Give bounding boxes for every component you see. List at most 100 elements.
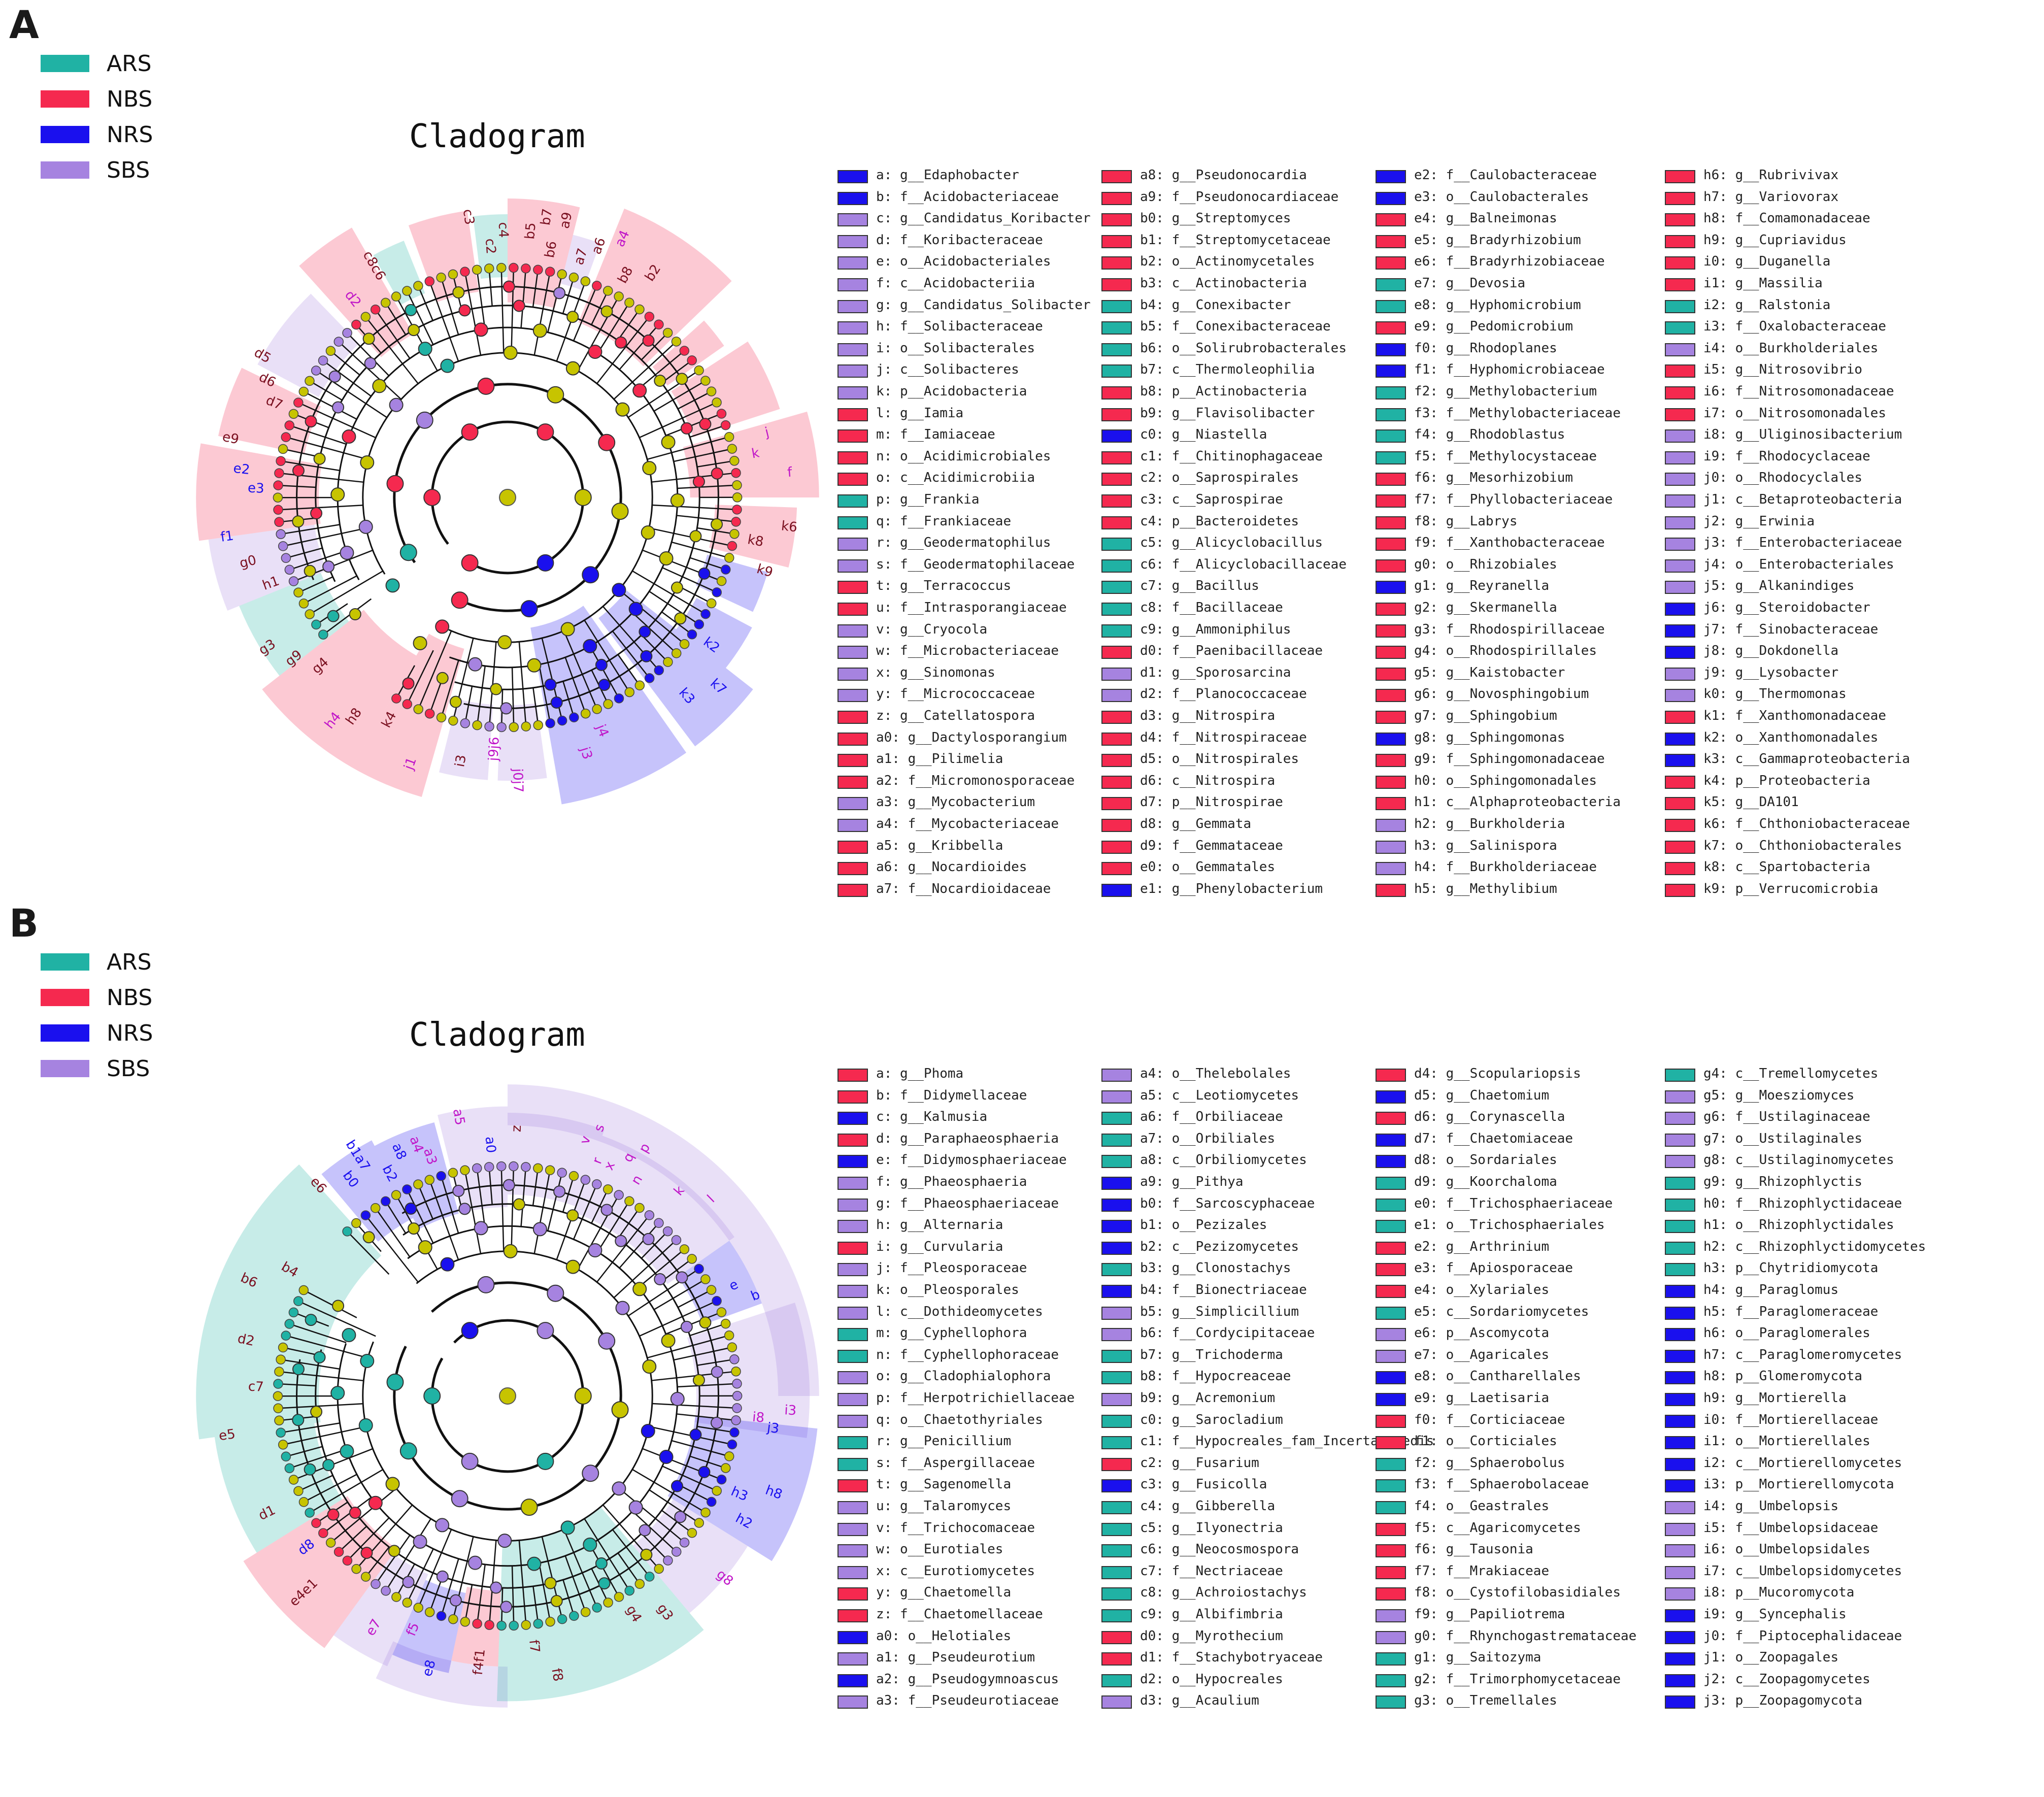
taxon-label: r: g__Geodermatophilus (876, 535, 1051, 550)
internal-node (386, 579, 399, 592)
taxon-color-swatch (1376, 1631, 1406, 1644)
taxon-color-swatch (1101, 1501, 1132, 1514)
internal-node (583, 1538, 596, 1551)
leaf-node (305, 1508, 314, 1517)
leaf-node (275, 1367, 284, 1376)
internal-node (675, 1511, 686, 1522)
taxon-label: f3: f__Methylobacteriaceae (1414, 406, 1621, 421)
leaf-node (352, 1219, 361, 1228)
leaf-node (727, 1440, 736, 1449)
taxon-color-swatch (1101, 1090, 1132, 1104)
taxon-label: g1: g__Reyranella (1414, 578, 1549, 593)
taxon-label: b: f__Acidobacteriaceae (876, 189, 1059, 205)
taxon-color-swatch (1101, 1523, 1132, 1536)
internal-node (314, 453, 325, 464)
taxon-label: h6: o__Paraglomerales (1703, 1325, 1870, 1341)
taxon-label: g5: g__Kaistobacter (1414, 665, 1565, 680)
leaf-node (694, 1518, 703, 1527)
taxon-color-swatch (1665, 668, 1695, 681)
taxon-label: e6: f__Bradyrhizobiaceae (1414, 254, 1605, 269)
leaf-node (725, 432, 734, 442)
internal-node (698, 1467, 710, 1478)
leaf-node (721, 421, 730, 430)
leaf-node (712, 1486, 721, 1495)
internal-node (311, 508, 322, 519)
internal-node (373, 379, 386, 392)
leaf-node (509, 1162, 518, 1171)
internal-node (305, 565, 316, 577)
leaf-node (680, 640, 689, 649)
taxon-label: f8: g__Labrys (1414, 514, 1518, 529)
internal-node (633, 1282, 646, 1295)
leaf-node (381, 298, 390, 307)
taxon-label: f2: g__Methylobacterium (1414, 384, 1597, 399)
taxon-color-swatch (837, 1458, 868, 1471)
taxon-color-swatch (837, 754, 868, 767)
internal-node (551, 1595, 562, 1607)
taxon-color-swatch (1376, 1523, 1406, 1536)
branch-line (501, 268, 504, 353)
taxon-color-swatch (1376, 473, 1406, 486)
taxon-label: b8: p__Actinobacteria (1140, 384, 1307, 399)
taxon-label: j0: o__Rhodocyclales (1703, 470, 1862, 485)
taxon-color-swatch (1101, 256, 1132, 270)
taxon-color-swatch (1665, 1415, 1695, 1428)
taxon-label: r: g__Penicillium (876, 1434, 1011, 1449)
clade-label: c2 (482, 238, 498, 255)
leaf-node (569, 1172, 578, 1181)
taxon-color-swatch (1101, 1220, 1132, 1233)
leaf-node (680, 1245, 689, 1254)
taxon-label: l: c__Dothideomycetes (876, 1304, 1043, 1319)
internal-node (547, 387, 563, 403)
leaf-node (569, 273, 578, 282)
leaf-node (414, 705, 423, 714)
leaf-node (712, 398, 721, 407)
internal-node (306, 416, 317, 427)
clade-label: c4 (495, 222, 511, 238)
internal-node (662, 1334, 675, 1347)
internal-node (639, 626, 650, 637)
internal-node (363, 1232, 375, 1243)
taxon-label: h4: f__Burkholderiaceae (1414, 859, 1597, 875)
leaf-node (289, 409, 298, 418)
taxon-label: g: f__Phaeosphaeriaceae (876, 1196, 1059, 1211)
internal-node (654, 375, 665, 386)
taxon-color-swatch (1665, 1069, 1695, 1082)
taxon-label: w: o__Eurotiales (876, 1542, 1003, 1557)
leaf-node (725, 1452, 734, 1461)
internal-node (612, 1482, 625, 1495)
taxon-label: i8: p__Mucoromycota (1703, 1585, 1854, 1600)
taxon-color-swatch (1665, 1501, 1695, 1514)
leaf-node (371, 1204, 380, 1213)
taxon-color-swatch (1376, 1479, 1406, 1492)
taxon-color-swatch (1665, 1458, 1695, 1471)
taxon-label: i: g__Curvularia (876, 1239, 1003, 1254)
taxon-label: d3: g__Acaulium (1140, 1693, 1259, 1708)
taxon-color-swatch (837, 386, 868, 400)
taxon-label: i3: p__Mortierellomycota (1703, 1477, 1894, 1492)
internal-node (408, 324, 419, 336)
leaf-node (717, 1308, 726, 1317)
internal-node (452, 1490, 468, 1507)
leaf-node (712, 1296, 721, 1306)
taxon-label: d7: f__Chaetomiaceae (1414, 1131, 1573, 1146)
leaf-node (521, 722, 530, 731)
taxon-color-swatch (1101, 1155, 1132, 1168)
taxon-color-swatch (1665, 451, 1695, 464)
taxon-color-swatch (837, 321, 868, 335)
taxon-color-swatch (1376, 256, 1406, 270)
internal-node (400, 1443, 417, 1459)
taxon-color-swatch (1665, 1155, 1695, 1168)
leaf-node (663, 1556, 673, 1565)
taxon-label: b1: o__Pezizales (1140, 1217, 1267, 1233)
taxon-color-swatch (1376, 429, 1406, 443)
taxon-color-swatch (1376, 733, 1406, 746)
taxon-label: a2: f__Micromonosporaceae (876, 773, 1075, 788)
taxon-label: i1: o__Mortierellales (1703, 1434, 1870, 1449)
internal-node (441, 1258, 454, 1271)
taxon-label: b9: g__Acremonium (1140, 1390, 1275, 1406)
internal-node (450, 1595, 461, 1606)
leaf-node (312, 1518, 321, 1527)
taxon-label: c: g__Kalmusia (876, 1109, 987, 1124)
taxon-label: d4: f__Nitrospiraceae (1140, 730, 1307, 745)
